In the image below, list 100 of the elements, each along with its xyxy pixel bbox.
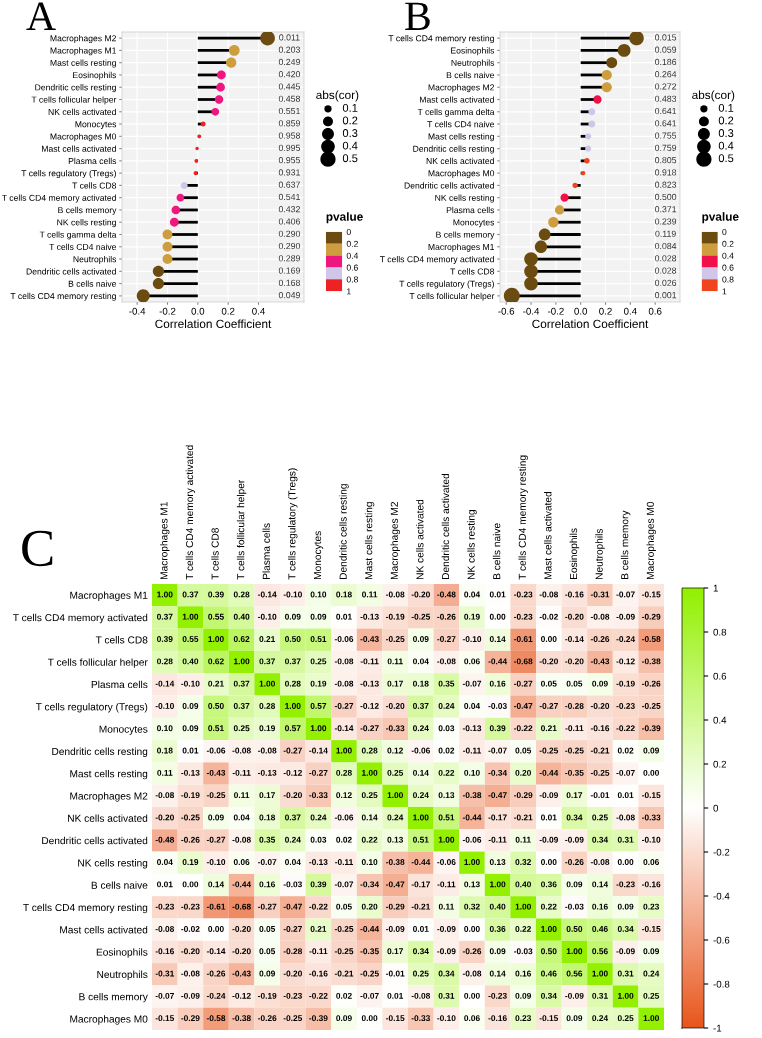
color-bar-label: 0.8 bbox=[346, 276, 358, 283]
data-label: 0.06 bbox=[464, 1015, 480, 1022]
y-tick-label: Dendritic cells activated bbox=[404, 182, 494, 189]
data-label: -0.23 bbox=[616, 702, 635, 709]
data-label: 0.04 bbox=[413, 658, 429, 665]
y2-tick-label: 0.011 bbox=[279, 34, 300, 41]
data-label: -0.14 bbox=[334, 725, 354, 732]
data-label: -0.27 bbox=[360, 725, 379, 732]
data-label: -0.29 bbox=[181, 1015, 200, 1022]
data-label: -0.13 bbox=[360, 613, 379, 620]
point bbox=[152, 278, 164, 290]
data-label: 0.12 bbox=[387, 747, 403, 754]
data-label: -0.26 bbox=[565, 859, 584, 865]
data-label: 0.16 bbox=[515, 970, 532, 977]
chart-title: C bbox=[22, 530, 53, 567]
data-label: 0.05 bbox=[566, 680, 583, 687]
data-label: -0.27 bbox=[283, 747, 302, 754]
y2-tick-label: 0.759 bbox=[654, 144, 677, 151]
data-label: 0.23 bbox=[643, 903, 660, 910]
legend-label: 0.2 bbox=[718, 116, 734, 125]
data-label: 0.03 bbox=[310, 836, 327, 843]
data-label: 0.14 bbox=[208, 881, 225, 888]
x-tick-label: Macrophages M0 bbox=[646, 501, 656, 579]
data-label: 0.40 bbox=[489, 903, 506, 910]
data-label: -0.16 bbox=[565, 591, 584, 598]
data-label: 0.20 bbox=[361, 903, 378, 910]
data-label: -0.20 bbox=[386, 702, 405, 709]
data-label: -0.20 bbox=[232, 925, 251, 932]
y2-tick-label: 0.290 bbox=[278, 230, 301, 237]
y-tick-label: B cells memory bbox=[79, 992, 148, 1003]
data-label: 0.05 bbox=[336, 903, 352, 910]
point bbox=[180, 181, 188, 189]
data-label: 0.18 bbox=[157, 747, 173, 754]
y-tick-label: Macrophages M0 bbox=[50, 133, 117, 142]
data-label: 0.09 bbox=[643, 948, 659, 955]
y2-tick-label: 0.958 bbox=[278, 132, 301, 139]
data-label: -0.26 bbox=[258, 1015, 277, 1022]
data-label: -0.33 bbox=[642, 814, 661, 821]
point bbox=[216, 70, 226, 80]
data-label: -0.25 bbox=[360, 970, 379, 977]
data-label: -0.08 bbox=[616, 814, 635, 821]
data-label: -0.23 bbox=[283, 992, 302, 999]
data-label: 0.28 bbox=[361, 747, 378, 754]
y-tick-label: Macrophages M1 bbox=[70, 591, 148, 601]
data-label: -0.09 bbox=[539, 836, 558, 843]
y2-tick-label: 0.859 bbox=[278, 120, 300, 127]
data-label: 0.23 bbox=[515, 1015, 532, 1022]
data-label: 1.00 bbox=[157, 591, 173, 598]
data-label: -0.16 bbox=[309, 970, 328, 977]
data-label: -0.20 bbox=[411, 591, 430, 598]
data-label: 0.14 bbox=[361, 814, 378, 821]
data-label: -0.20 bbox=[565, 658, 584, 665]
data-label: -0.25 bbox=[206, 792, 226, 799]
data-label: -0.11 bbox=[335, 859, 354, 865]
data-label: 0.22 bbox=[541, 903, 557, 910]
data-label: 0.10 bbox=[464, 769, 480, 776]
legend-title: abs(cor) bbox=[316, 90, 359, 102]
data-label: -0.11 bbox=[309, 948, 328, 955]
point bbox=[169, 217, 179, 227]
y-tick-label: NK cells activated bbox=[426, 157, 494, 165]
y2-tick-label: 0.483 bbox=[654, 95, 677, 102]
y2-tick-label: 0.641 bbox=[654, 120, 677, 127]
y2-tick-label: 0.168 bbox=[278, 279, 301, 286]
y-tick-label: Eosinophils bbox=[451, 47, 495, 56]
color-bar-label: 0.4 bbox=[713, 716, 727, 724]
chart-title: A bbox=[26, 2, 56, 30]
data-label: 0.14 bbox=[489, 970, 506, 977]
data-label: 1.00 bbox=[541, 925, 557, 932]
data-label: -0.16 bbox=[155, 948, 174, 955]
data-label: -0.26 bbox=[437, 613, 456, 620]
data-label: -0.23 bbox=[155, 903, 174, 910]
y2-tick-label: 0.420 bbox=[278, 71, 301, 78]
data-label: -0.19 bbox=[181, 792, 200, 799]
data-label: -0.08 bbox=[232, 747, 251, 754]
data-label: -0.16 bbox=[590, 725, 610, 732]
data-label: 0.09 bbox=[310, 613, 327, 620]
data-label: -0.09 bbox=[616, 613, 635, 620]
data-label: 0.09 bbox=[617, 903, 634, 910]
legend-label: 0.3 bbox=[718, 129, 734, 137]
y-tick-label: T cells gamma delta bbox=[39, 231, 117, 240]
data-label: 0.32 bbox=[515, 859, 531, 865]
x-tick-label: 0.4 bbox=[623, 307, 637, 315]
data-label: 0.16 bbox=[592, 903, 608, 910]
data-label: -0.20 bbox=[232, 948, 251, 955]
data-label: 0.01 bbox=[489, 591, 506, 598]
data-label: -0.08 bbox=[181, 970, 200, 977]
x-tick-label: -0.2 bbox=[159, 307, 176, 315]
data-label: -0.08 bbox=[462, 970, 482, 977]
y2-tick-label: 0.289 bbox=[278, 255, 300, 262]
data-label: 0.01 bbox=[182, 747, 199, 754]
data-label: 0.46 bbox=[541, 970, 557, 977]
data-label: 0.35 bbox=[259, 836, 276, 843]
data-label: -0.25 bbox=[334, 925, 354, 932]
legend-label: 0.5 bbox=[342, 154, 358, 163]
y-tick-label: Macrophages M1 bbox=[428, 243, 495, 252]
data-label: 0.62 bbox=[233, 636, 250, 642]
data-label: 0.37 bbox=[233, 702, 250, 709]
data-label: 0.00 bbox=[361, 1015, 378, 1022]
data-label: -0.43 bbox=[590, 658, 610, 665]
data-label: 0.34 bbox=[617, 925, 634, 932]
